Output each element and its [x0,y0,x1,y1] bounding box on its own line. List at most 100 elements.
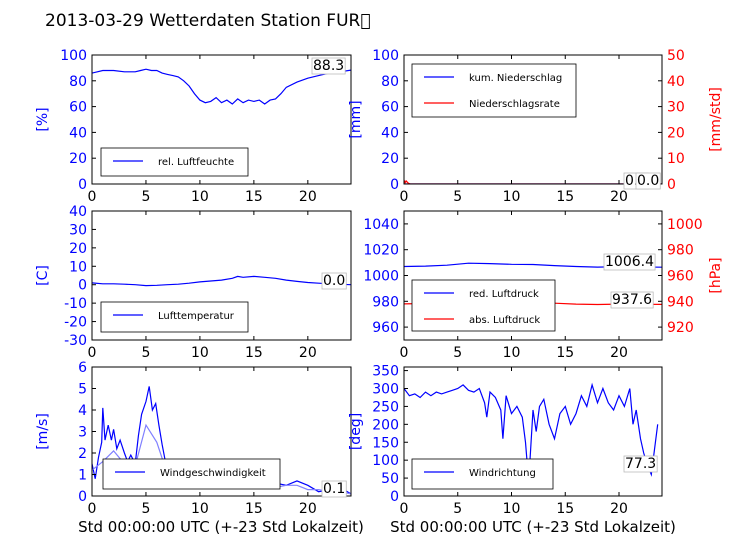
last-value-label-windspeed: 0.1 [323,481,345,497]
legend-label: Niederschlagsrate [469,99,560,110]
last-value-label-temperature: 0.0 [323,273,345,289]
y-tick-label: 40 [381,125,399,141]
y2-axis-label-precipitation: [mm/std] [708,87,724,152]
x-tick-label: 0 [400,345,409,361]
y-tick-label: 10 [69,259,87,275]
x-tick-label: 5 [453,345,462,361]
figure-title: 2013-03-29 Wetterdaten Station FUR  [45,11,371,31]
legend-box-precipitation [411,63,577,118]
legend-label: kum. Niederschlag [469,73,562,84]
y-axis-label-humidity: [%] [35,107,51,131]
x-tick-label: 5 [141,345,150,361]
y-axis-label-winddirection: [deg] [348,413,364,450]
y2-axis-label-pressure: [hPa] [708,257,724,293]
last-value2-label-precipitation: 0.0 [637,173,659,189]
y-tick-label: -30 [64,333,87,349]
x-tick-label: 15 [556,501,574,517]
last-value-box [311,57,346,75]
x-tick-label: 0 [88,189,97,205]
x-tick-label: 5 [141,501,150,517]
x-tick-label: 5 [141,189,150,205]
y-tick-label: 300 [372,382,399,398]
y-tick-label: 150 [372,435,399,451]
x-tick-label: 15 [245,501,263,517]
panel-humidity: 0 5 10 15 20 0 20 40 60 80 100 [%] rel. Luftfeuchte 8… [35,48,352,205]
y-tick-label: 20 [381,151,399,167]
x-tick-label: 10 [191,501,209,517]
y2-tick-label: 940 [667,294,694,310]
x-tick-label: 0 [88,345,97,361]
y-tick-label: 100 [372,453,399,469]
panel-temperature: 0 5 10 15 20 -30 -20 -10 0 10 20 30 40 [C] Lufttempera… [35,204,352,361]
y2-tick-label: 20 [667,125,685,141]
panel-precipitation: 0 5 10 15 20 0 20 40 60 80 100 [mm] 0 10 20 30 40 50 [mm/s… [348,48,724,205]
panel-pressure: 0 5 10 15 20 960 980 1000 1020 1040 920 940 960 980 10… [363,210,724,361]
y2-tick-label: 980 [667,243,694,259]
y-axis-label-windspeed: [m/s] [35,413,51,450]
series-line-humidity-0 [92,68,351,105]
y2-tick-label: 0 [667,177,676,193]
y-tick-label: 0 [78,489,87,505]
x-tick-label: 10 [503,189,521,205]
y-tick-label: -10 [64,296,87,312]
y-tick-label: 2 [78,446,87,462]
legend-label: abs. Luftdruck [469,315,540,326]
y-tick-label: 1 [78,468,87,484]
x-tick-label: 10 [503,501,521,517]
legend-box-humidity [100,147,249,177]
y-tick-label: 60 [381,100,399,116]
y-tick-label: 1000 [363,269,399,285]
x-tick-label: 10 [503,345,521,361]
x-tick-label: 20 [299,189,317,205]
legend-label: Windgeschwindigkeit [160,468,266,479]
x-tick-label: 20 [610,501,628,517]
y2-tick-label: 10 [667,151,685,167]
y-tick-label: 100 [60,48,87,64]
plot-frame-winddirection [403,366,663,497]
last-value-label-humidity: 88.3 [313,58,344,74]
legend-box-winddirection [411,458,554,490]
y-tick-label: 1040 [363,217,399,233]
y-tick-label: 4 [78,403,87,419]
x-tick-label: 15 [556,189,574,205]
y-tick-label: -20 [64,315,87,331]
legend-box-pressure [411,279,556,332]
x-tick-label: 0 [400,501,409,517]
last-value2-box [610,291,654,309]
plot-frame-precipitation [403,54,663,185]
x-tick-label: 10 [191,345,209,361]
y-tick-label: 0 [78,278,87,294]
y-axis-label-precipitation: [mm] [348,100,364,138]
x-tick-label: 15 [245,345,263,361]
series-line-winddirection-0 [404,382,659,482]
y-tick-label: 0 [390,489,399,505]
last-value2-box [635,172,661,190]
y-tick-label: 960 [372,320,399,336]
y2-tick-label: 1000 [667,217,703,233]
y2-tick-label: 920 [667,320,694,336]
legend-label: rel. Luftfeuchte [158,157,234,168]
y-tick-label: 60 [69,100,87,116]
y-tick-label: 1020 [363,243,399,259]
plot-frame-humidity [91,54,352,185]
y-tick-label: 6 [78,360,87,376]
panel-winddirection: 0 5 10 15 20050100150200250300350[deg]Windri… [348,364,663,517]
y-tick-label: 50 [381,471,399,487]
x-tick-label: 5 [453,189,462,205]
y-tick-label: 980 [372,294,399,310]
y2-tick-label: 960 [667,269,694,285]
legend-label: Windrichtung [469,468,536,479]
x-tick-label: 15 [556,345,574,361]
y-tick-label: 0 [390,177,399,193]
y-tick-label: 5 [78,382,87,398]
y2-tick-label: 30 [667,100,685,116]
panel-windspeed: 0 5 10 15 20 0 1 2 3 4 5 6 [m/s] Windgeschwindigkeit 0… [35,360,352,517]
series-line-temperature-0 [92,275,351,287]
x-tick-label: 20 [299,345,317,361]
y-tick-label: 100 [372,48,399,64]
y-tick-label: 40 [69,125,87,141]
y-tick-label: 3 [78,425,87,441]
y-tick-label: 40 [69,204,87,220]
y2-tick-label: 50 [667,48,685,64]
legend-box-temperature [100,301,249,333]
